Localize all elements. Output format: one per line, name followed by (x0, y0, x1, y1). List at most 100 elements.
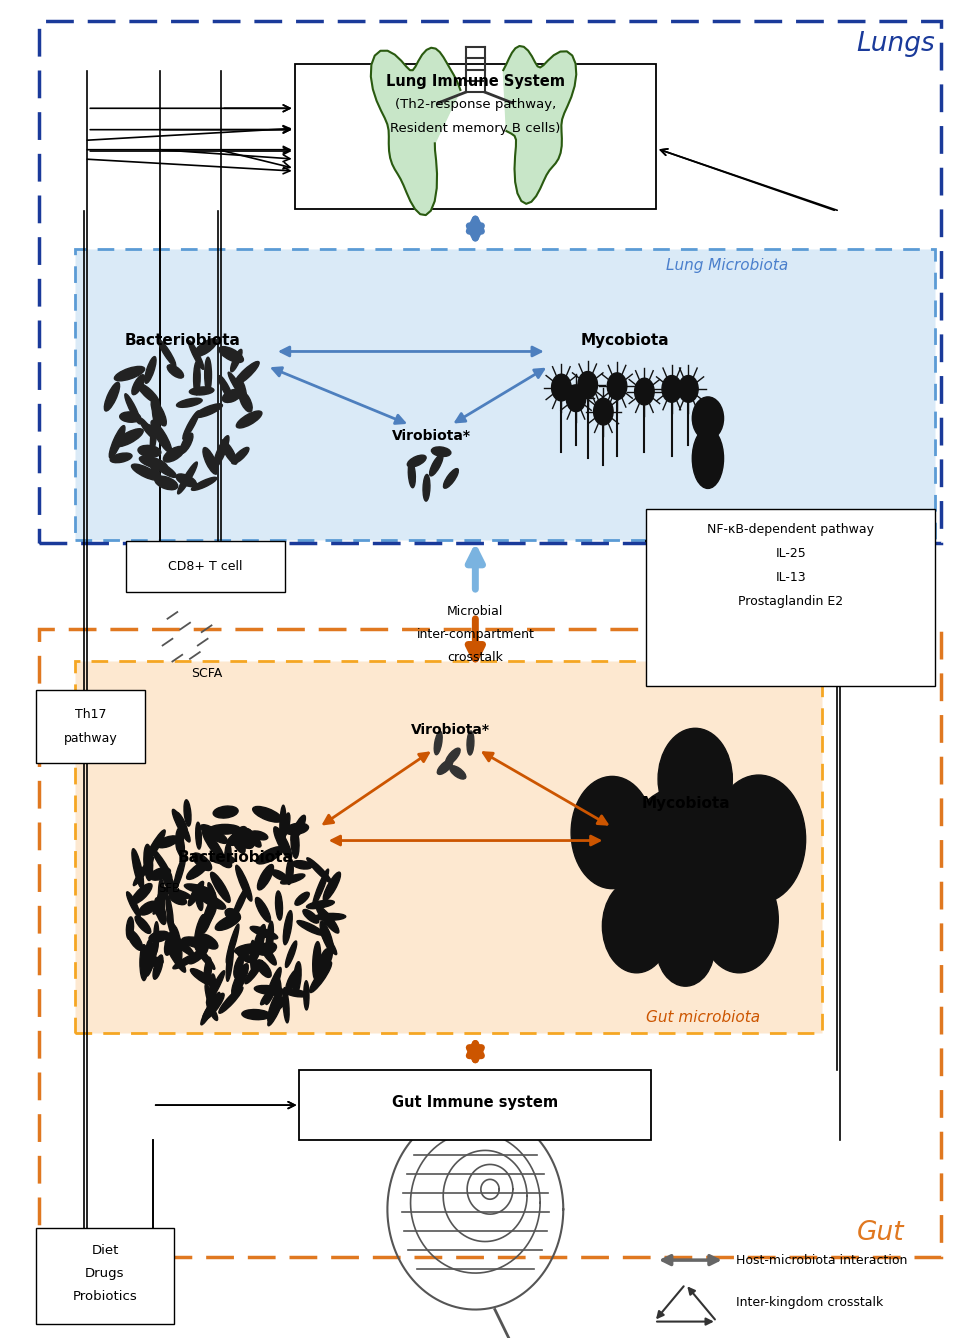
Ellipse shape (145, 356, 156, 383)
Ellipse shape (231, 964, 248, 995)
Ellipse shape (307, 900, 334, 909)
Text: SCFA: SCFA (191, 667, 222, 680)
Ellipse shape (251, 832, 268, 840)
Ellipse shape (183, 411, 199, 439)
Ellipse shape (132, 849, 143, 889)
Ellipse shape (450, 766, 465, 779)
Ellipse shape (184, 884, 215, 894)
Ellipse shape (139, 901, 157, 915)
Ellipse shape (236, 948, 252, 963)
Circle shape (552, 374, 571, 400)
Ellipse shape (284, 823, 309, 834)
Ellipse shape (175, 828, 183, 853)
Ellipse shape (431, 447, 451, 457)
Ellipse shape (291, 815, 306, 841)
Ellipse shape (139, 418, 155, 438)
Text: Diet: Diet (91, 1244, 119, 1257)
Ellipse shape (154, 921, 159, 953)
Ellipse shape (145, 940, 154, 972)
Text: Gut: Gut (857, 1220, 905, 1247)
Ellipse shape (168, 364, 183, 378)
Circle shape (657, 907, 714, 987)
Ellipse shape (210, 973, 216, 1000)
Ellipse shape (205, 358, 212, 392)
Ellipse shape (219, 987, 243, 1014)
Ellipse shape (271, 999, 286, 1012)
Ellipse shape (446, 749, 461, 765)
Ellipse shape (261, 983, 279, 1004)
Ellipse shape (408, 455, 426, 467)
Ellipse shape (164, 446, 184, 462)
Circle shape (594, 398, 613, 424)
Circle shape (566, 384, 586, 411)
Ellipse shape (131, 884, 152, 904)
Ellipse shape (275, 890, 282, 920)
Ellipse shape (225, 909, 240, 921)
Ellipse shape (163, 888, 191, 898)
Ellipse shape (181, 937, 212, 948)
Ellipse shape (250, 927, 277, 939)
Ellipse shape (256, 897, 270, 923)
Ellipse shape (221, 441, 237, 465)
Text: Mycobiota: Mycobiota (580, 333, 669, 348)
Ellipse shape (226, 924, 239, 963)
Ellipse shape (256, 846, 283, 864)
Ellipse shape (115, 367, 145, 380)
Ellipse shape (245, 960, 263, 984)
Ellipse shape (202, 897, 216, 933)
Circle shape (571, 777, 654, 889)
Ellipse shape (232, 826, 246, 840)
Ellipse shape (190, 968, 215, 986)
Ellipse shape (232, 834, 245, 853)
Ellipse shape (150, 868, 171, 880)
Ellipse shape (253, 806, 282, 822)
Text: Prostaglandin E2: Prostaglandin E2 (738, 595, 844, 608)
Bar (295, 64, 657, 209)
Circle shape (608, 372, 627, 399)
Text: Lung Microbiota: Lung Microbiota (665, 258, 788, 273)
Circle shape (635, 378, 655, 404)
Ellipse shape (283, 988, 289, 1023)
Ellipse shape (239, 837, 254, 849)
Ellipse shape (126, 917, 133, 940)
Ellipse shape (172, 809, 190, 842)
Ellipse shape (409, 461, 416, 487)
Ellipse shape (313, 941, 320, 980)
Bar (38, 21, 942, 542)
Ellipse shape (228, 372, 247, 402)
Ellipse shape (232, 886, 248, 917)
Ellipse shape (196, 822, 201, 849)
Text: Bacteriobiota: Bacteriobiota (178, 850, 294, 865)
Ellipse shape (204, 957, 212, 984)
Circle shape (662, 375, 681, 402)
Ellipse shape (283, 911, 292, 945)
Ellipse shape (109, 426, 125, 458)
Ellipse shape (203, 830, 224, 861)
Text: Microbial: Microbial (447, 605, 504, 619)
Ellipse shape (133, 857, 154, 885)
Ellipse shape (153, 885, 171, 915)
Ellipse shape (243, 828, 261, 848)
Text: Host-microbiota interaction: Host-microbiota interaction (736, 1253, 907, 1267)
Ellipse shape (252, 924, 266, 963)
Text: Resident memory B cells): Resident memory B cells) (390, 122, 561, 135)
Ellipse shape (170, 893, 186, 905)
Ellipse shape (194, 339, 217, 356)
Ellipse shape (203, 994, 224, 1020)
Text: Inter-kingdom crosstalk: Inter-kingdom crosstalk (736, 1296, 884, 1310)
Text: Bacteriobiota: Bacteriobiota (124, 333, 240, 348)
Ellipse shape (176, 836, 184, 857)
Ellipse shape (186, 861, 210, 880)
Ellipse shape (172, 925, 182, 963)
Ellipse shape (127, 929, 142, 951)
Text: CD8+ T cell: CD8+ T cell (169, 560, 243, 573)
Text: Probiotics: Probiotics (73, 1289, 137, 1303)
Ellipse shape (188, 881, 204, 905)
Ellipse shape (198, 935, 218, 949)
Text: inter-compartment: inter-compartment (416, 628, 534, 641)
Ellipse shape (152, 849, 172, 878)
Ellipse shape (282, 813, 290, 837)
Ellipse shape (219, 376, 233, 400)
Bar (38, 629, 942, 1257)
Ellipse shape (153, 955, 163, 979)
